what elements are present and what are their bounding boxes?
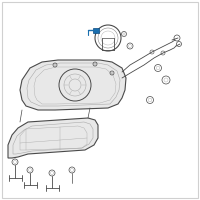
Circle shape	[59, 69, 91, 101]
Polygon shape	[8, 118, 98, 158]
FancyBboxPatch shape	[93, 28, 99, 33]
Polygon shape	[20, 60, 126, 110]
